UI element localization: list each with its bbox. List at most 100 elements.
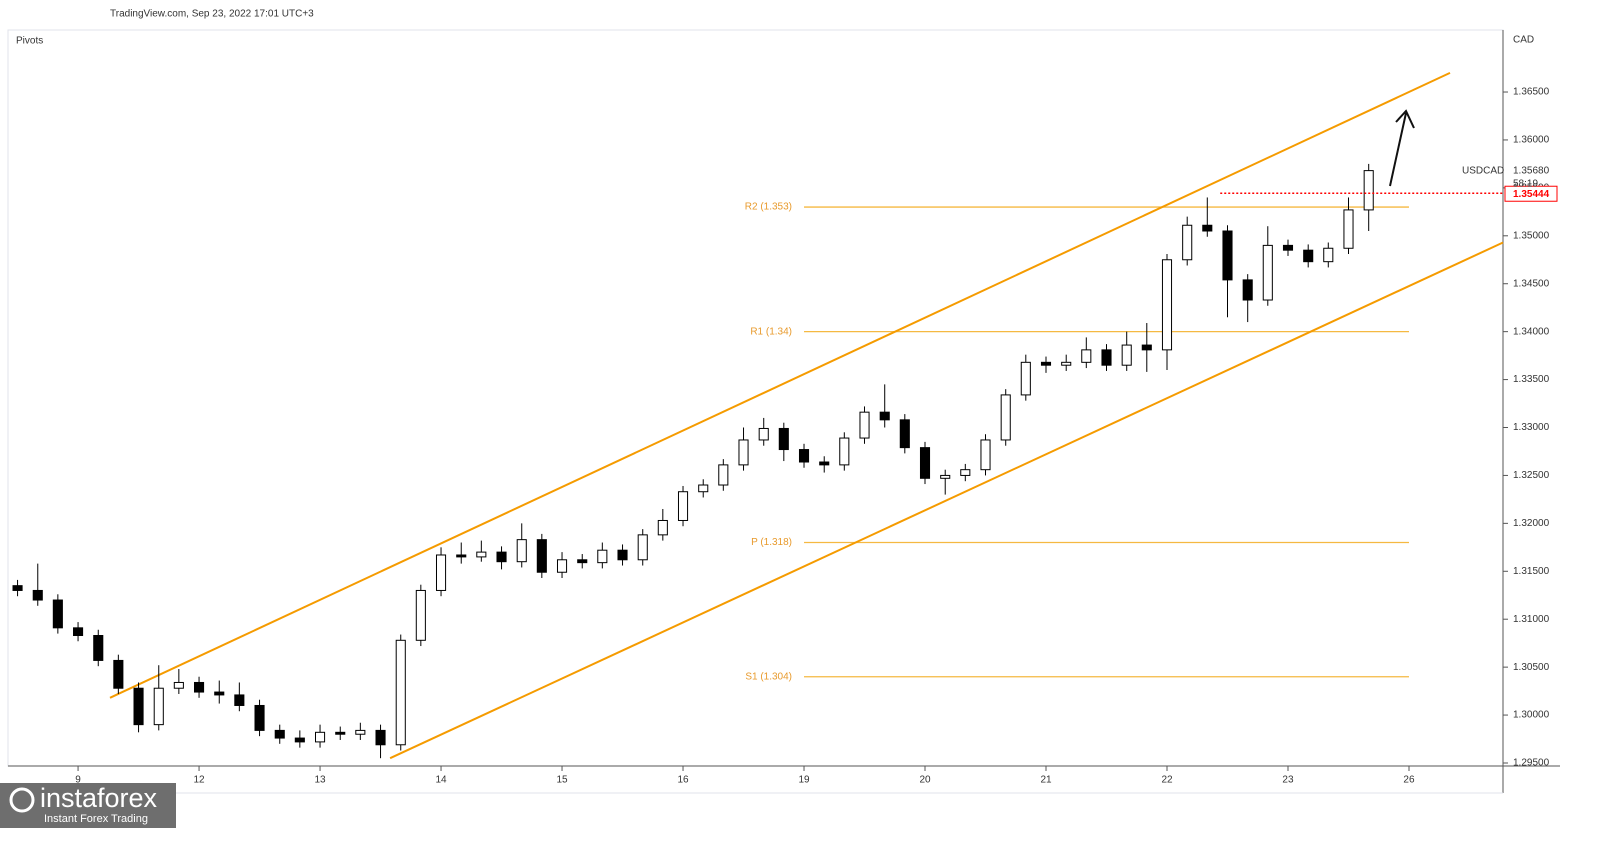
candle-body <box>1282 244 1294 251</box>
candle-body <box>819 461 830 466</box>
pivot-label: R1 (1.34) <box>750 326 792 337</box>
candle-body <box>1081 349 1092 363</box>
candle-body <box>496 551 507 563</box>
y-tick-label: 1.33500 <box>1513 374 1550 385</box>
candle-body <box>1101 349 1112 366</box>
x-tick-label: 21 <box>1040 775 1052 786</box>
candle-body <box>173 681 184 689</box>
x-tick-label: 9 <box>75 775 81 786</box>
candle-body <box>677 491 689 521</box>
candle-body <box>637 534 648 561</box>
candle-body <box>274 729 285 739</box>
y-tick-label: 1.36000 <box>1513 135 1550 146</box>
candle-body <box>879 411 890 421</box>
y-tick-label: 1.34500 <box>1513 278 1550 289</box>
candle-body <box>1303 249 1314 263</box>
y-tick-label: 1.32000 <box>1513 518 1550 529</box>
x-tick-label: 12 <box>193 775 205 786</box>
candle-body <box>153 687 164 726</box>
x-tick-label: 19 <box>798 775 810 786</box>
candle-body <box>516 539 527 563</box>
x-tick-label: 13 <box>314 775 326 786</box>
candle-body <box>1161 259 1173 351</box>
candle-body <box>194 681 205 693</box>
pivot-label: R2 (1.353) <box>745 202 792 213</box>
candle-body <box>133 687 144 726</box>
symbol-label: USDCAD <box>1462 165 1504 176</box>
x-tick-label: 14 <box>435 775 447 786</box>
watermark-name: instaforex <box>40 783 158 813</box>
candle-body <box>1020 361 1031 396</box>
candle-body <box>1363 170 1374 211</box>
y-tick-label: 1.34000 <box>1513 326 1550 337</box>
candle-body <box>597 549 608 564</box>
candle-body <box>1182 224 1193 261</box>
candle-body <box>1323 247 1334 263</box>
candle-body <box>718 464 729 486</box>
candle-body <box>52 599 63 629</box>
last-price-label: 1.35680 <box>1513 165 1550 176</box>
candle-body <box>1121 344 1132 366</box>
candle-body <box>617 549 628 561</box>
price-line-box <box>1504 185 1558 202</box>
candle-body <box>476 551 487 558</box>
candle-body <box>960 469 971 476</box>
candle-body <box>415 589 426 641</box>
pivot-label: S1 (1.304) <box>745 671 792 682</box>
candle-body <box>73 627 84 637</box>
candle-body <box>698 484 709 493</box>
y-tick-label: 1.33000 <box>1513 422 1550 433</box>
candle-body <box>919 447 931 479</box>
marks: 1.29500 1.30000 1.30500 1.31000 1.31500 1.320… <box>12 71 1558 786</box>
x-tick-label: 20 <box>919 775 931 786</box>
candle-body <box>254 704 265 731</box>
candle-body <box>1222 230 1233 281</box>
candle-body <box>738 439 749 466</box>
candle-body <box>1141 344 1152 351</box>
y-axis-label: CAD <box>1513 35 1534 46</box>
chart-title: TradingView.com, Sep 23, 2022 17:01 UTC+… <box>110 9 314 20</box>
candle-body <box>355 729 366 735</box>
y-tick-label: 1.30500 <box>1513 662 1550 673</box>
candle-body <box>859 411 870 439</box>
candle-body <box>758 427 769 441</box>
candle-body <box>798 449 810 463</box>
candle-body <box>294 737 305 743</box>
candle-body <box>980 439 991 471</box>
candle-body <box>1040 361 1052 366</box>
y-tick-label: 1.36500 <box>1513 87 1550 98</box>
candle-body <box>1000 394 1011 441</box>
pivot-label: P (1.318) <box>751 537 792 548</box>
y-tick-label: 1.31000 <box>1513 614 1550 625</box>
y-tick-label: 1.30000 <box>1513 710 1550 721</box>
candle-body <box>940 474 951 479</box>
plot-frame <box>7 29 1504 767</box>
candle-body <box>1242 279 1253 301</box>
x-tick-label: 26 <box>1403 775 1415 786</box>
candle-body <box>1202 224 1213 232</box>
indicator-label: Pivots <box>16 36 43 47</box>
candle-body <box>12 585 23 591</box>
candle-body <box>395 639 406 746</box>
countdown-label: 58:19 <box>1513 178 1538 189</box>
candle-body <box>778 427 789 451</box>
y-tick-label: 1.29500 <box>1513 758 1550 769</box>
candle-body <box>536 539 547 573</box>
candle-body <box>375 729 386 746</box>
candle-body <box>657 519 668 536</box>
x-tick-label: 15 <box>556 775 568 786</box>
candle-body <box>214 691 225 696</box>
watermark-tagline: Instant Forex Trading <box>44 813 148 825</box>
candle-body <box>456 554 467 558</box>
candle-body <box>234 694 245 706</box>
candle-body <box>556 559 568 573</box>
candle-body <box>93 635 104 661</box>
candle-body <box>1262 244 1273 301</box>
candle-body <box>314 731 326 743</box>
y-tick-label: 1.31500 <box>1513 566 1550 577</box>
candle-body <box>899 419 910 449</box>
candle-body <box>32 589 43 601</box>
watermark-logo <box>9 787 35 813</box>
